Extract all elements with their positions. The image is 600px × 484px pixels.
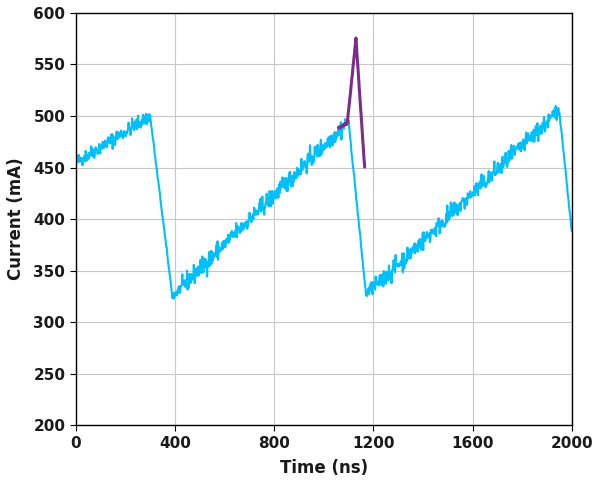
Y-axis label: Current (mA): Current (mA) [7,158,25,280]
X-axis label: Time (ns): Time (ns) [280,459,368,477]
